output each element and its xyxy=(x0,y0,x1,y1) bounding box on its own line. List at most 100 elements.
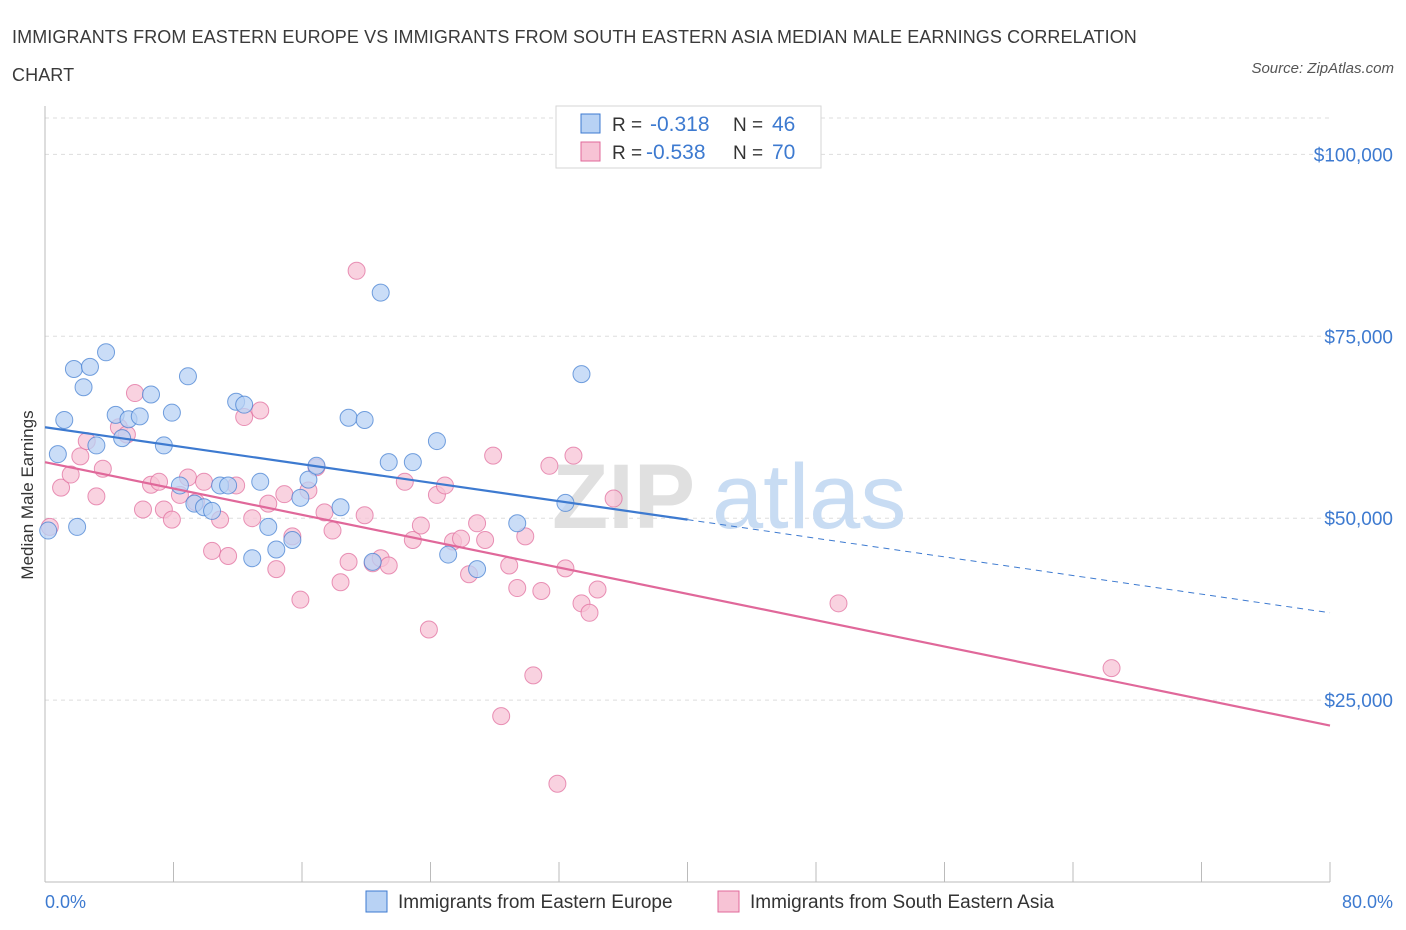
data-point xyxy=(604,489,623,508)
trend-line-south-eastern-asia xyxy=(44,461,1331,727)
legend-n-value-2: 70 xyxy=(772,141,795,164)
data-point xyxy=(275,485,294,504)
x-tick-label: 80.0% xyxy=(1342,892,1393,912)
data-point xyxy=(403,453,422,472)
data-point xyxy=(339,552,358,571)
data-point xyxy=(564,446,583,465)
legend-swatch-pink xyxy=(580,141,601,162)
data-point xyxy=(572,365,591,384)
legend-bottom-swatch-pink xyxy=(717,890,740,913)
y-tick-labels: $25,000 $50,000 $75,000 $100,000 xyxy=(1314,145,1393,712)
legend-n-value-1: 46 xyxy=(772,113,795,136)
data-point xyxy=(39,521,58,540)
y-axis-label: Median Male Earnings xyxy=(18,410,37,579)
data-point xyxy=(347,261,366,280)
data-point xyxy=(508,514,527,533)
data-point xyxy=(439,545,458,564)
data-point xyxy=(259,517,278,536)
data-point xyxy=(251,472,270,491)
data-point xyxy=(484,446,503,465)
data-point xyxy=(1102,659,1121,678)
y-tick-label: $75,000 xyxy=(1324,327,1393,348)
data-point xyxy=(476,531,495,550)
data-point xyxy=(48,445,67,464)
data-point xyxy=(452,529,471,548)
data-point xyxy=(492,707,511,726)
data-point xyxy=(580,603,599,622)
data-point xyxy=(133,500,152,519)
data-point xyxy=(468,514,487,533)
data-point xyxy=(548,774,567,793)
chart-title: IMMIGRANTS FROM EASTERN EUROPE VS IMMIGR… xyxy=(12,27,1137,85)
data-point xyxy=(371,283,390,302)
data-point xyxy=(331,498,350,517)
data-point xyxy=(243,549,262,568)
data-point xyxy=(52,478,71,497)
data-point xyxy=(411,516,430,535)
data-point xyxy=(299,470,318,489)
data-point xyxy=(142,385,161,404)
data-point xyxy=(419,620,438,639)
legend-r-label-2: R = xyxy=(612,143,642,164)
data-point xyxy=(178,367,197,386)
data-point xyxy=(379,453,398,472)
data-point xyxy=(516,527,535,546)
data-point xyxy=(219,547,238,566)
data-point xyxy=(395,472,414,491)
data-point xyxy=(80,357,99,376)
data-point xyxy=(427,432,446,451)
data-point xyxy=(524,666,543,685)
legend-r-value-1: -0.318 xyxy=(650,113,710,136)
data-point xyxy=(130,407,149,426)
data-point xyxy=(64,360,83,379)
data-point xyxy=(267,560,286,579)
legend-bottom: Immigrants from Eastern Europe Immigrant… xyxy=(365,890,1055,913)
chart-source: Source: ZipAtlas.com xyxy=(1251,60,1394,77)
data-point xyxy=(283,531,302,550)
data-point xyxy=(251,401,270,420)
data-point xyxy=(162,510,181,529)
legend-r-value-2: -0.538 xyxy=(646,141,706,164)
data-point xyxy=(97,343,116,362)
legend-r-label-1: R = xyxy=(612,115,642,136)
trend-lines xyxy=(44,426,1331,727)
data-point xyxy=(87,487,106,506)
data-point xyxy=(363,552,382,571)
data-point xyxy=(235,395,254,414)
data-point xyxy=(508,579,527,598)
data-point xyxy=(315,503,334,522)
data-point xyxy=(829,594,848,613)
legend-top: R = -0.318 N = 46 R = -0.538 N = 70 xyxy=(555,105,822,169)
series-eastern-europe xyxy=(39,283,591,579)
legend-bottom-label-pink: Immigrants from South Eastern Asia xyxy=(750,892,1055,913)
data-point xyxy=(355,410,374,429)
trend-line-eastern-europe xyxy=(44,426,688,521)
data-point xyxy=(71,447,90,466)
data-point xyxy=(162,403,181,422)
data-point xyxy=(588,580,607,599)
y-tick-label: $25,000 xyxy=(1324,691,1393,712)
x-tick-label: 0.0% xyxy=(45,892,86,912)
data-point xyxy=(87,436,106,455)
data-point xyxy=(355,506,374,525)
watermark-atlas: atlas xyxy=(712,446,906,548)
data-point xyxy=(339,408,358,427)
data-point xyxy=(74,378,93,397)
data-point xyxy=(540,456,559,475)
data-point xyxy=(291,590,310,609)
legend-n-label-2: N = xyxy=(733,143,763,164)
trend-line-eastern-europe-extension xyxy=(687,519,1331,614)
data-point xyxy=(331,573,350,592)
legend-bottom-swatch-blue xyxy=(365,890,388,913)
y-tick-label: $50,000 xyxy=(1324,509,1393,530)
data-point xyxy=(203,541,222,560)
data-point xyxy=(61,465,80,484)
data-point xyxy=(267,540,286,559)
data-point xyxy=(291,488,310,507)
data-point xyxy=(243,509,262,528)
data-point xyxy=(219,476,238,495)
legend-n-label-1: N = xyxy=(733,115,763,136)
data-point xyxy=(68,517,87,536)
data-point xyxy=(203,501,222,520)
